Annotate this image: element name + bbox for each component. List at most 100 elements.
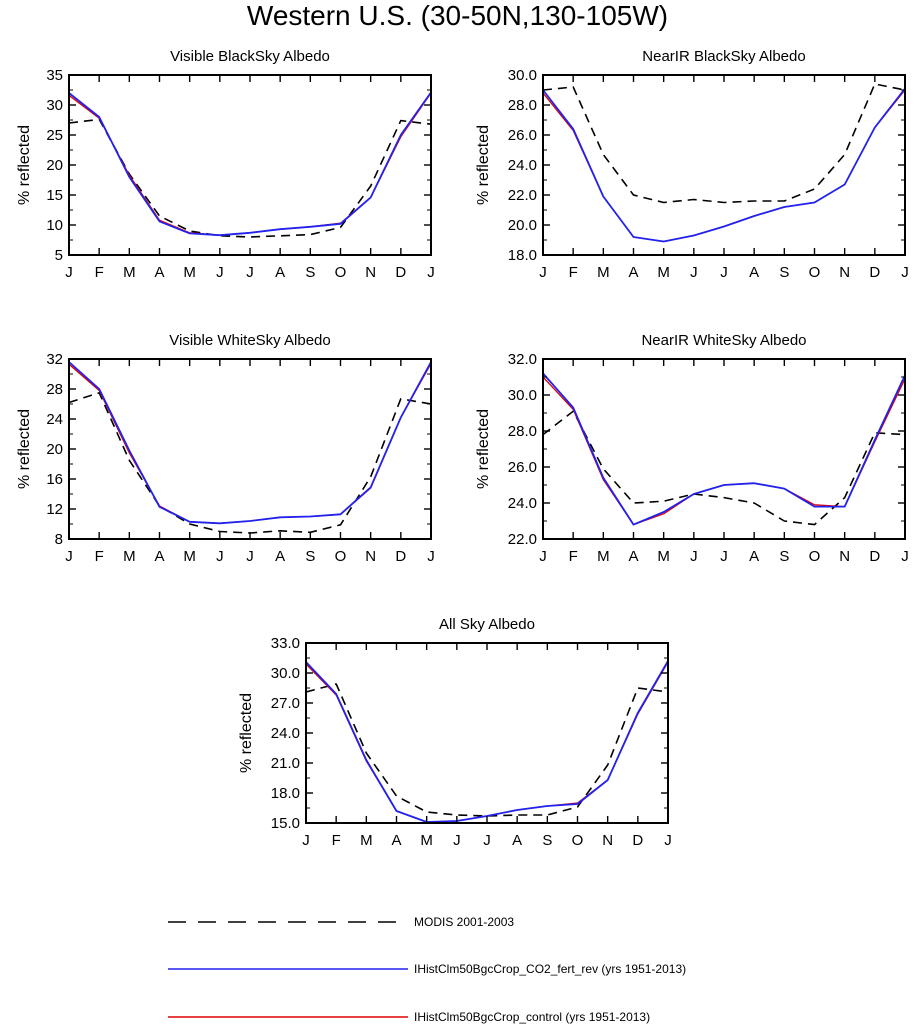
- x-tick-label: M: [123, 548, 136, 565]
- y-axis-label: % reflected: [16, 409, 33, 489]
- x-tick-label: M: [657, 548, 670, 565]
- x-tick-label: M: [183, 264, 196, 281]
- x-tick-label: J: [427, 264, 435, 281]
- y-tick-label: 28.0: [508, 97, 537, 114]
- x-tick-label: J: [539, 264, 547, 281]
- x-tick-label: S: [305, 548, 315, 565]
- y-tick-label: 35: [46, 67, 63, 84]
- series-line-control: [542, 376, 906, 526]
- x-tick-label: S: [542, 832, 552, 849]
- series-line-co2-fert-rev: [68, 361, 432, 525]
- y-tick-label: 28.0: [508, 423, 537, 440]
- y-tick-label: 15.0: [271, 815, 300, 832]
- x-tick-label: J: [720, 264, 728, 281]
- x-tick-label: J: [720, 548, 728, 565]
- series-line-control: [305, 661, 669, 823]
- x-tick-label: O: [335, 264, 347, 281]
- panel-title: Visible BlackSky Albedo: [170, 48, 330, 65]
- x-tick-label: O: [809, 264, 821, 281]
- y-tick-label: 26.0: [508, 459, 537, 476]
- y-tick-label: 20: [46, 441, 63, 458]
- x-tick-label: J: [664, 832, 672, 849]
- x-tick-label: M: [597, 264, 610, 281]
- y-tick-label: 15: [46, 187, 63, 204]
- x-tick-label: J: [427, 548, 435, 565]
- series-line-control: [542, 89, 906, 243]
- x-tick-label: A: [749, 264, 759, 281]
- y-axis-label: % reflected: [475, 125, 492, 205]
- x-tick-label: J: [453, 832, 461, 849]
- y-tick-label: 20: [46, 157, 63, 174]
- y-tick-label: 21.0: [271, 755, 300, 772]
- x-tick-label: J: [901, 548, 909, 565]
- y-axis-label: % reflected: [238, 693, 255, 773]
- x-tick-label: J: [690, 548, 698, 565]
- x-tick-label: J: [246, 548, 254, 565]
- x-tick-label: N: [602, 832, 613, 849]
- y-tick-label: 33.0: [271, 635, 300, 652]
- y-tick-label: 30.0: [508, 387, 537, 404]
- x-tick-label: A: [154, 264, 164, 281]
- series-line-co2-fert-rev: [542, 372, 906, 526]
- x-tick-label: F: [95, 264, 104, 281]
- y-tick-label: 24.0: [508, 157, 537, 174]
- x-tick-label: J: [65, 548, 73, 565]
- series-line-modis: [305, 683, 669, 817]
- x-tick-label: J: [901, 264, 909, 281]
- x-tick-label: A: [512, 832, 522, 849]
- y-axis-label: % reflected: [16, 125, 33, 205]
- y-tick-label: 32.0: [508, 351, 537, 368]
- x-tick-label: D: [395, 264, 406, 281]
- x-tick-label: J: [302, 832, 310, 849]
- x-tick-label: D: [632, 832, 643, 849]
- y-tick-label: 30: [46, 97, 63, 114]
- x-tick-label: M: [420, 832, 433, 849]
- y-tick-label: 12: [46, 501, 63, 518]
- x-tick-label: A: [275, 548, 285, 565]
- y-tick-label: 8: [55, 531, 63, 548]
- y-tick-label: 20.0: [508, 217, 537, 234]
- series-line-modis: [68, 118, 432, 238]
- x-tick-label: S: [305, 264, 315, 281]
- x-tick-label: J: [539, 548, 547, 565]
- plot-frame: [542, 74, 906, 256]
- y-tick-label: 24.0: [508, 495, 537, 512]
- x-tick-label: M: [360, 832, 373, 849]
- y-tick-label: 25: [46, 127, 63, 144]
- panel-title: NearIR BlackSky Albedo: [642, 48, 805, 65]
- y-tick-label: 5: [55, 247, 63, 264]
- x-tick-label: A: [749, 548, 759, 565]
- y-tick-label: 24: [46, 411, 63, 428]
- x-tick-label: M: [123, 264, 136, 281]
- x-tick-label: M: [183, 548, 196, 565]
- x-tick-label: D: [395, 548, 406, 565]
- series-line-control: [68, 363, 432, 524]
- y-tick-label: 27.0: [271, 695, 300, 712]
- y-tick-label: 24.0: [271, 725, 300, 742]
- y-tick-label: 18.0: [271, 785, 300, 802]
- series-line-modis: [68, 391, 432, 534]
- y-tick-label: 30.0: [271, 665, 300, 682]
- y-tick-label: 28: [46, 381, 63, 398]
- x-tick-label: D: [869, 548, 880, 565]
- legend: MODIS 2001-2003 IHistClm50BgcCrop_CO2_fer…: [168, 915, 686, 1024]
- x-tick-label: S: [779, 264, 789, 281]
- x-tick-label: S: [779, 548, 789, 565]
- x-tick-label: M: [597, 548, 610, 565]
- figure-title: Western U.S. (30-50N,130-105W): [246, 0, 669, 31]
- x-tick-label: J: [690, 264, 698, 281]
- x-tick-label: D: [869, 264, 880, 281]
- y-tick-label: 10: [46, 217, 63, 234]
- x-tick-label: A: [275, 264, 285, 281]
- y-axis-label: % reflected: [475, 409, 492, 489]
- x-tick-label: M: [657, 264, 670, 281]
- y-tick-label: 18.0: [508, 247, 537, 264]
- x-tick-label: F: [569, 264, 578, 281]
- x-tick-label: N: [365, 264, 376, 281]
- y-tick-label: 26.0: [508, 127, 537, 144]
- x-tick-label: F: [95, 548, 104, 565]
